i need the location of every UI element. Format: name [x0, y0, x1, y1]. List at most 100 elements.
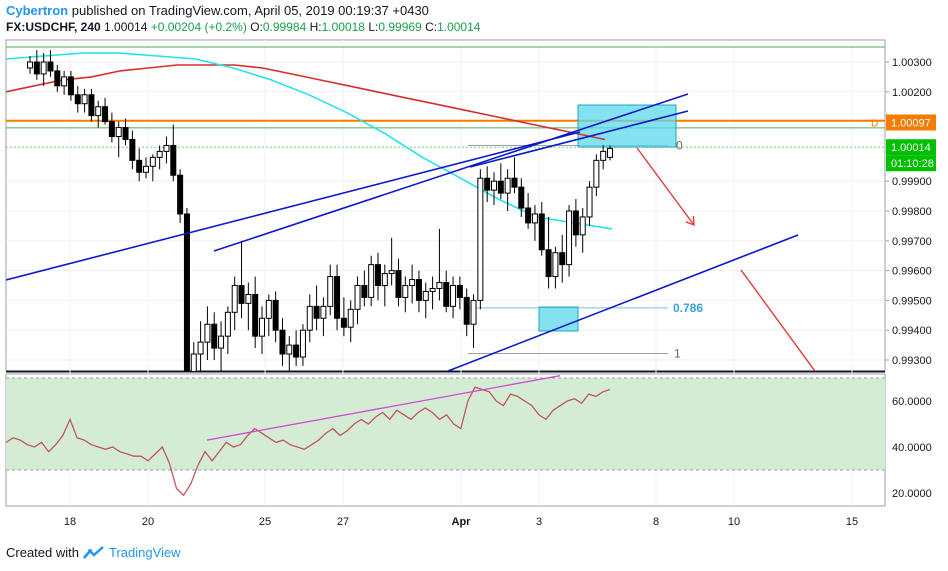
trendline-support[interactable]: [447, 234, 799, 371]
candle-body[interactable]: [388, 270, 395, 275]
candle-body[interactable]: [286, 344, 293, 355]
candle-body[interactable]: [572, 210, 579, 236]
candle-body[interactable]: [531, 213, 538, 224]
candle-body[interactable]: [511, 177, 518, 188]
candle-body[interactable]: [518, 186, 525, 209]
candle-body[interactable]: [108, 121, 115, 137]
candle-body[interactable]: [436, 282, 443, 289]
candle-body[interactable]: [204, 323, 211, 343]
candle-body[interactable]: [74, 94, 81, 105]
candle-body[interactable]: [552, 252, 559, 278]
candle-body[interactable]: [299, 329, 306, 358]
tradingview-brand[interactable]: TradingView: [108, 545, 181, 560]
candle-body[interactable]: [197, 341, 204, 355]
candle-body[interactable]: [279, 329, 286, 355]
candle-body[interactable]: [545, 249, 552, 278]
candle-body[interactable]: [61, 76, 68, 87]
candle-body[interactable]: [67, 76, 74, 96]
candle-body[interactable]: [136, 159, 143, 173]
candle-body[interactable]: [586, 186, 593, 218]
candle-body[interactable]: [272, 299, 279, 331]
candle-body[interactable]: [491, 180, 497, 191]
author-name[interactable]: Cybertron: [6, 3, 69, 18]
candle-body[interactable]: [320, 305, 327, 319]
candle-body[interactable]: [231, 285, 238, 313]
rsi-divergence-line[interactable]: [206, 375, 561, 441]
candle-body[interactable]: [579, 216, 586, 236]
candle-body[interactable]: [327, 276, 334, 307]
candle-body[interactable]: [409, 279, 416, 287]
candle-body[interactable]: [33, 61, 40, 75]
candle-body[interactable]: [218, 335, 225, 349]
candle-body[interactable]: [334, 276, 341, 319]
ma-red-line[interactable]: [6, 64, 606, 141]
candle-body[interactable]: [456, 285, 463, 298]
candle-body[interactable]: [313, 305, 320, 319]
trendline-lower-channel[interactable]: [6, 131, 581, 281]
trendline-mid-channel[interactable]: [469, 110, 689, 168]
candle-body[interactable]: [415, 279, 422, 301]
candle-body[interactable]: [156, 150, 163, 158]
candle-body[interactable]: [149, 156, 156, 167]
candle-body[interactable]: [340, 317, 347, 328]
candle-body[interactable]: [354, 285, 361, 310]
candle-body[interactable]: [600, 150, 607, 161]
candle-body[interactable]: [593, 159, 600, 188]
candle-body[interactable]: [293, 344, 300, 358]
candle-body[interactable]: [306, 305, 313, 331]
candle-body[interactable]: [607, 147, 613, 158]
candle-body[interactable]: [347, 308, 354, 328]
candle-body[interactable]: [381, 273, 388, 286]
candle-body[interactable]: [40, 61, 47, 75]
candle-body[interactable]: [183, 213, 190, 375]
candle-body[interactable]: [129, 138, 136, 161]
candle-body[interactable]: [170, 144, 177, 176]
candle-body[interactable]: [450, 285, 457, 307]
candle-body[interactable]: [361, 285, 368, 298]
projection-arrow-1[interactable]: [636, 147, 695, 226]
candle-body[interactable]: [245, 293, 252, 304]
candle-body[interactable]: [443, 282, 450, 307]
candle-body[interactable]: [163, 144, 170, 152]
candle-body[interactable]: [115, 127, 122, 137]
candle-body[interactable]: [559, 252, 566, 266]
candle-body[interactable]: [422, 290, 429, 301]
candle-body[interactable]: [143, 165, 149, 173]
candle-body[interactable]: [484, 177, 491, 191]
candle-body[interactable]: [525, 207, 532, 224]
candle-body[interactable]: [238, 285, 245, 304]
candle-body[interactable]: [102, 106, 109, 123]
candle-body[interactable]: [27, 61, 33, 69]
candle-body[interactable]: [95, 106, 102, 117]
candle-body[interactable]: [504, 177, 511, 194]
candle-body[interactable]: [566, 210, 573, 266]
candle-body[interactable]: [211, 323, 218, 349]
candle-body[interactable]: [177, 174, 184, 215]
fib-zone-box[interactable]: [538, 306, 579, 332]
candle-body[interactable]: [368, 264, 375, 298]
price-chart[interactable]: 0 0.786 1 D 18 20 25 27 Apr 3 8 10 15 1.00300 1.00200…: [0, 0, 948, 540]
candle-body[interactable]: [497, 180, 504, 194]
candle-body[interactable]: [375, 264, 381, 287]
candle-body[interactable]: [81, 94, 88, 105]
candle-body[interactable]: [259, 317, 265, 337]
candle-body[interactable]: [402, 285, 409, 298]
candle-body[interactable]: [54, 70, 61, 87]
candle-body[interactable]: [122, 127, 129, 140]
trendline-upper-channel[interactable]: [213, 93, 689, 252]
candle-body[interactable]: [265, 299, 272, 319]
candle-body[interactable]: [538, 213, 545, 251]
candle-body[interactable]: [252, 293, 259, 337]
candle-body[interactable]: [224, 311, 231, 337]
candle-body[interactable]: [463, 296, 470, 325]
ma-cyan-line[interactable]: [6, 52, 613, 230]
projection-arrow-2[interactable]: [740, 269, 820, 378]
candle-body[interactable]: [429, 287, 436, 292]
candle-body[interactable]: [47, 61, 54, 72]
candle-body[interactable]: [190, 353, 197, 375]
candle-body[interactable]: [395, 270, 402, 298]
candle-body[interactable]: [470, 299, 477, 325]
candle-body[interactable]: [88, 94, 95, 117]
candle-body[interactable]: [477, 177, 484, 301]
rsi-line[interactable]: [6, 386, 611, 497]
